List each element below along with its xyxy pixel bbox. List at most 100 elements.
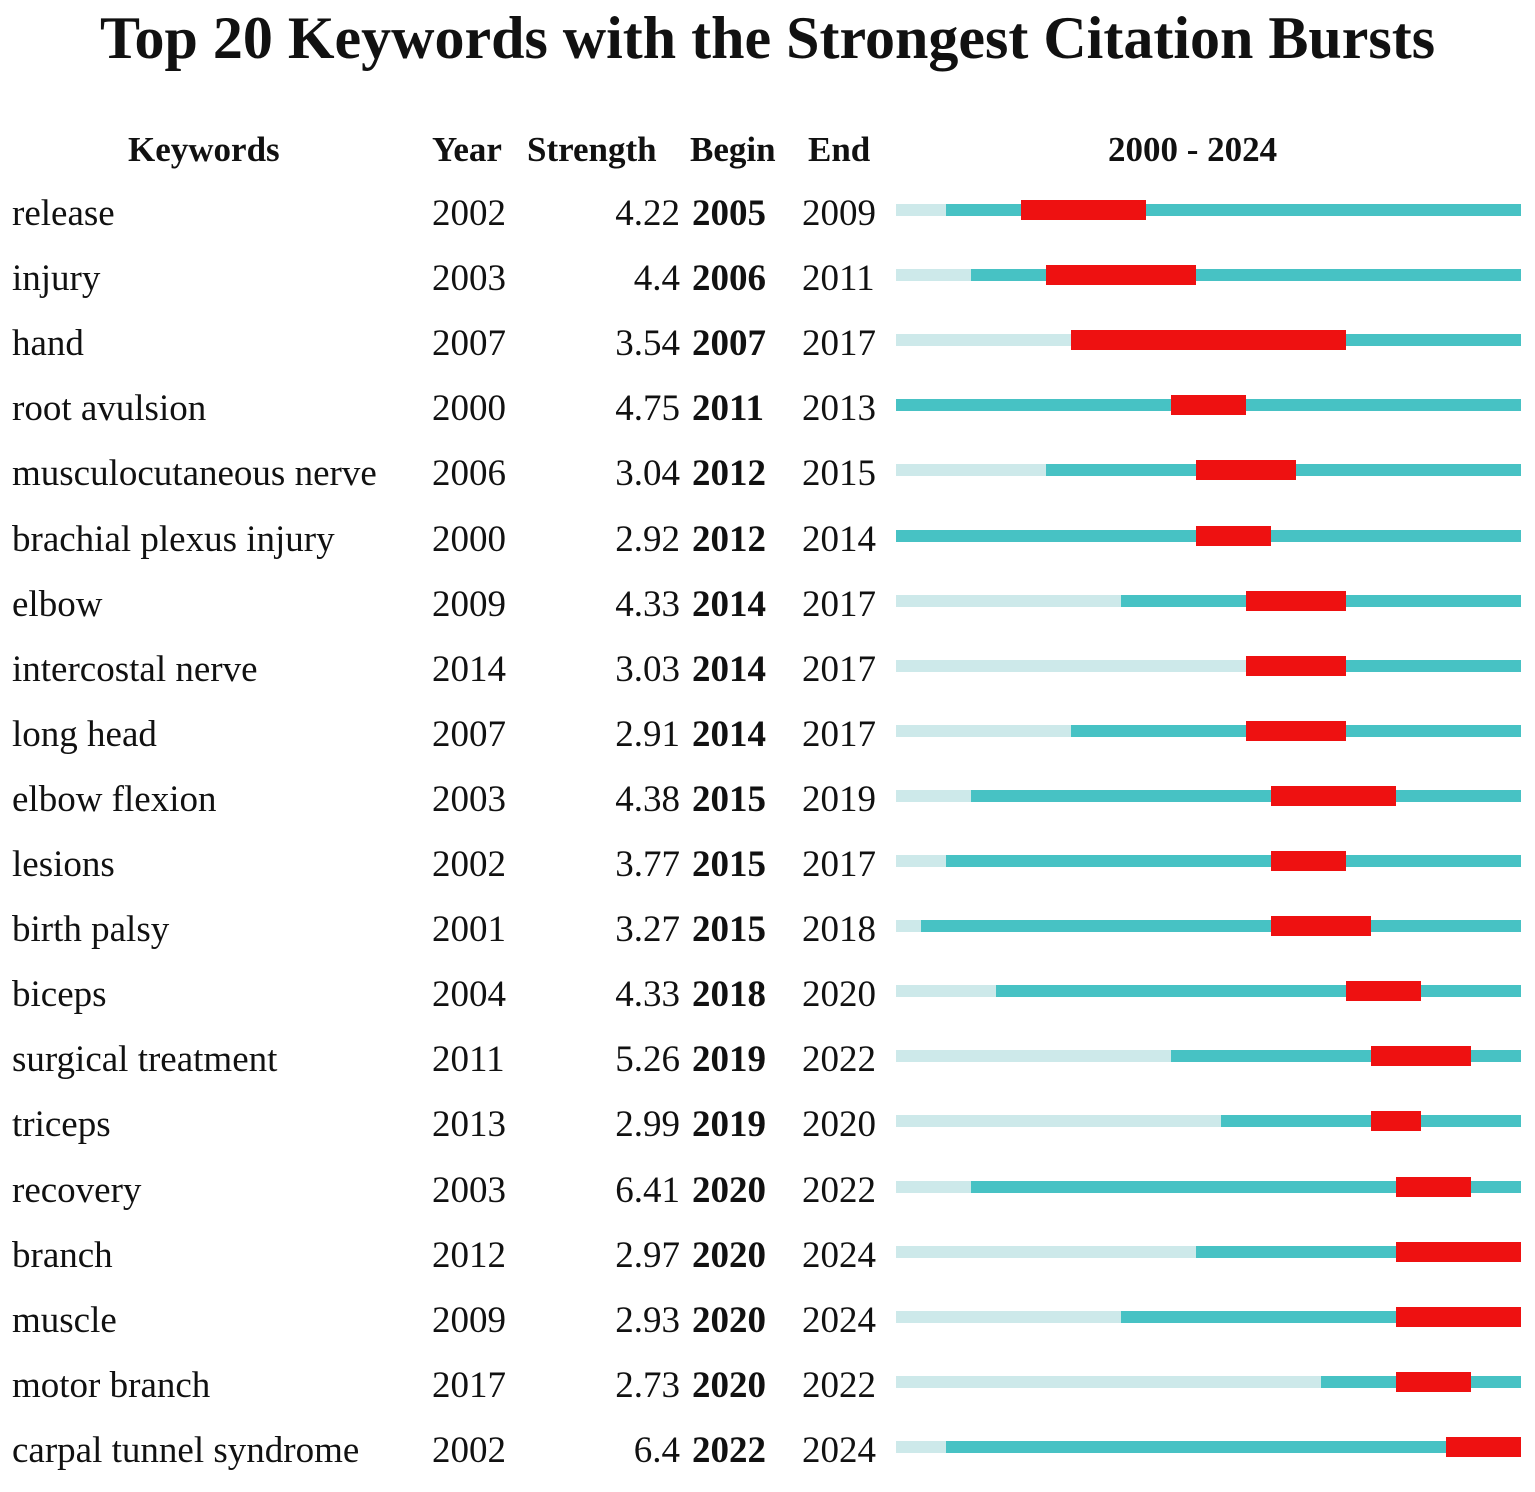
strength-value: 4.38: [615, 778, 680, 820]
year-value: 2003: [432, 258, 506, 300]
strength-value: 4.22: [615, 193, 680, 234]
end-value: 2009: [802, 193, 876, 234]
strength-value: 2.92: [615, 518, 680, 560]
timeline-before-segment: [896, 724, 1071, 737]
keyword-label: lesions: [12, 844, 115, 885]
end-value: 2013: [802, 388, 876, 430]
timeline-track: [896, 1306, 1521, 1327]
timeline-track: [896, 590, 1521, 611]
table-row: recovery 2003 6.41 2020 2022: [0, 1167, 1535, 1232]
timeline-track: [896, 395, 1521, 416]
burst-bar: [1396, 1241, 1521, 1262]
table-row: surgical treatment 2011 5.26 2019 2022: [0, 1036, 1535, 1101]
burst-bar: [1171, 395, 1246, 416]
burst-bar: [1071, 330, 1346, 351]
burst-bar: [1196, 460, 1296, 481]
timeline-before-segment: [896, 1440, 946, 1453]
table-row: elbow flexion 2003 4.38 2015 2019: [0, 776, 1535, 841]
timeline-active-segment: [971, 1180, 1521, 1193]
burst-bar: [1271, 785, 1396, 806]
table-row: elbow 2009 4.33 2014 2017: [0, 581, 1535, 646]
begin-value: 2020: [692, 1234, 766, 1276]
burst-bar: [1271, 851, 1346, 871]
strength-value: 4.33: [615, 974, 680, 1016]
begin-value: 2007: [692, 323, 766, 365]
strength-value: 6.41: [615, 1169, 680, 1211]
table-row: motor branch 2017 2.73 2020 2022: [0, 1362, 1535, 1427]
strength-value: 5.26: [615, 1039, 680, 1081]
table-row: intercostal nerve 2014 3.03 2014 2017: [0, 646, 1535, 711]
year-value: 2007: [432, 323, 506, 365]
begin-value: 2020: [692, 1364, 766, 1406]
strength-value: 4.4: [633, 258, 680, 300]
begin-value: 2014: [692, 583, 766, 625]
end-value: 2017: [802, 844, 876, 885]
burst-bar: [1446, 1436, 1521, 1457]
timeline-track: [896, 1046, 1521, 1067]
strength-value: 2.97: [615, 1234, 680, 1276]
table-row: root avulsion 2000 4.75 2011 2013: [0, 385, 1535, 450]
timeline-before-segment: [896, 1050, 1171, 1063]
begin-value: 2015: [692, 844, 766, 885]
year-value: 2000: [432, 388, 506, 430]
keyword-label: musculocutaneous nerve: [12, 453, 377, 495]
timeline-track: [896, 851, 1521, 871]
begin-value: 2011: [692, 388, 764, 430]
timeline-track: [896, 1371, 1521, 1392]
timeline-before-segment: [896, 594, 1121, 607]
keyword-label: root avulsion: [12, 388, 207, 430]
strength-value: 3.03: [615, 648, 680, 690]
timeline-track: [896, 1176, 1521, 1197]
strength-value: 3.27: [615, 909, 680, 951]
begin-value: 2020: [692, 1169, 766, 1211]
header-timeline-range: 2000 - 2024: [1108, 130, 1278, 169]
timeline-before-segment: [896, 1115, 1221, 1128]
year-value: 2002: [432, 844, 506, 885]
begin-value: 2018: [692, 974, 766, 1016]
strength-value: 2.93: [615, 1299, 680, 1341]
begin-value: 2022: [692, 1429, 766, 1471]
begin-value: 2012: [692, 453, 766, 495]
table-row: release 2002 4.22 2005 2009: [0, 190, 1535, 255]
begin-value: 2020: [692, 1299, 766, 1341]
table-row: hand 2007 3.54 2007 2017: [0, 320, 1535, 385]
timeline-track: [896, 916, 1521, 937]
burst-bar: [1396, 1176, 1471, 1197]
end-value: 2017: [802, 648, 876, 690]
keyword-label: recovery: [12, 1169, 142, 1211]
timeline-active-segment: [946, 855, 1521, 867]
year-value: 2003: [432, 1169, 506, 1211]
timeline-track: [896, 460, 1521, 481]
keyword-label: elbow: [12, 583, 103, 625]
keyword-label: branch: [12, 1234, 113, 1276]
keyword-label: intercostal nerve: [12, 648, 258, 690]
table-row: biceps 2004 4.33 2018 2020: [0, 971, 1535, 1036]
burst-bar: [1346, 981, 1421, 1002]
year-value: 2009: [432, 1299, 506, 1341]
keyword-label: biceps: [12, 974, 107, 1016]
year-value: 2004: [432, 974, 506, 1016]
timeline-before-segment: [896, 659, 1246, 672]
begin-value: 2014: [692, 713, 766, 755]
keyword-label: release: [12, 193, 115, 234]
timeline-track: [896, 525, 1521, 546]
burst-bar: [1196, 525, 1271, 546]
table-row: injury 2003 4.4 2006 2011: [0, 255, 1535, 320]
timeline-track: [896, 1436, 1521, 1457]
table-row: triceps 2013 2.99 2019 2020: [0, 1101, 1535, 1166]
keyword-label: birth palsy: [12, 909, 170, 951]
year-value: 2012: [432, 1234, 506, 1276]
burst-bar: [1246, 655, 1346, 676]
keyword-label: triceps: [12, 1104, 111, 1146]
end-value: 2017: [802, 323, 876, 365]
burst-bar: [1271, 916, 1371, 937]
keyword-label: carpal tunnel syndrome: [12, 1429, 360, 1471]
end-value: 2022: [802, 1364, 876, 1406]
timeline-track: [896, 981, 1521, 1002]
strength-value: 6.4: [633, 1429, 680, 1471]
year-value: 2013: [432, 1104, 506, 1146]
timeline-before-segment: [896, 269, 971, 282]
strength-value: 2.73: [615, 1364, 680, 1406]
end-value: 2017: [802, 713, 876, 755]
begin-value: 2019: [692, 1039, 766, 1081]
